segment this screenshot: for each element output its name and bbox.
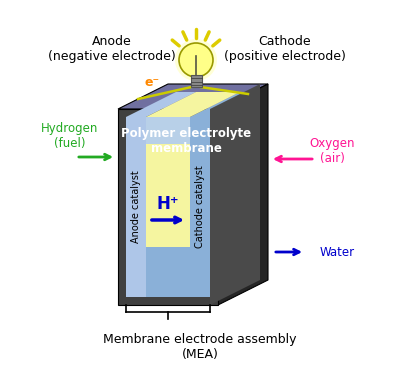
Circle shape	[179, 43, 213, 77]
Text: e⁻: e⁻	[144, 76, 160, 90]
Text: Water: Water	[320, 246, 355, 258]
Bar	[146, 144, 190, 247]
Text: Cathode
(positive electrode): Cathode (positive electrode)	[224, 35, 346, 63]
Polygon shape	[218, 84, 268, 305]
Bar	[190, 117, 210, 297]
Bar	[118, 109, 218, 305]
Bar	[126, 117, 146, 297]
Polygon shape	[126, 92, 196, 117]
Circle shape	[175, 39, 217, 81]
Bar	[190, 75, 202, 87]
Polygon shape	[146, 92, 240, 117]
Text: Polymer electrolyte
membrane: Polymer electrolyte membrane	[121, 127, 251, 155]
Polygon shape	[190, 92, 260, 117]
Polygon shape	[118, 84, 268, 109]
Text: H⁺: H⁺	[157, 195, 179, 213]
Bar	[146, 117, 190, 198]
Text: Oxygen
(air): Oxygen (air)	[309, 137, 355, 165]
Text: Cathode catalyst: Cathode catalyst	[195, 166, 205, 248]
Polygon shape	[146, 243, 190, 297]
Polygon shape	[210, 84, 260, 305]
Text: Anode catalyst: Anode catalyst	[131, 171, 141, 243]
Text: Hydrogen
(fuel): Hydrogen (fuel)	[41, 122, 99, 150]
Text: Membrane electrode assembly
(MEA): Membrane electrode assembly (MEA)	[103, 333, 297, 361]
Text: Anode
(negative electrode): Anode (negative electrode)	[48, 35, 176, 63]
